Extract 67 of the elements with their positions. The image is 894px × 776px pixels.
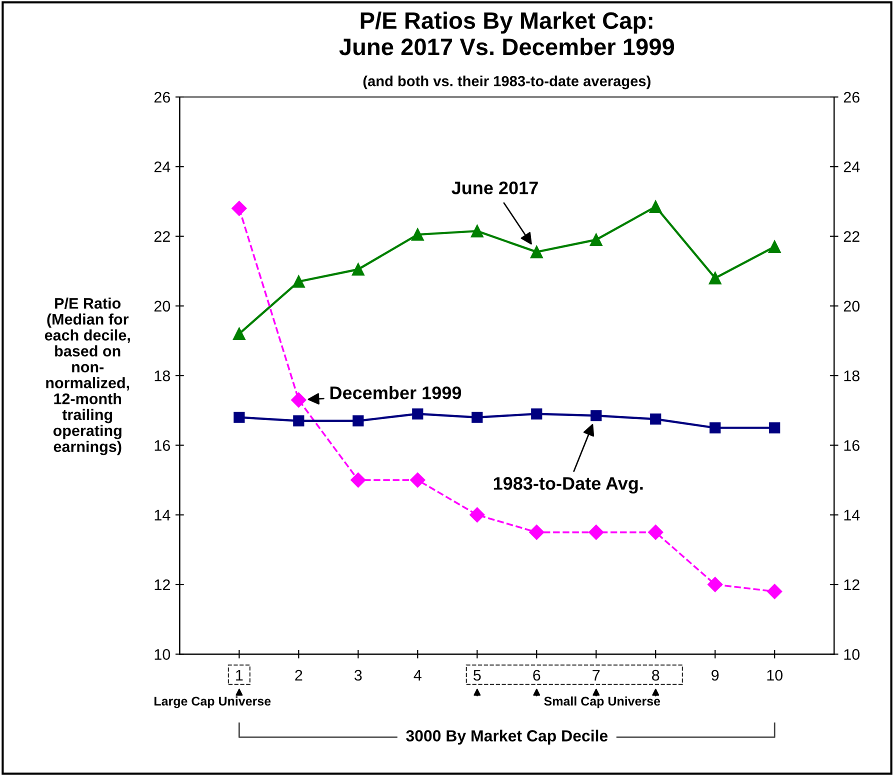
point xyxy=(293,415,304,426)
point xyxy=(588,524,604,540)
point xyxy=(710,422,721,434)
y-tick-label: 24 xyxy=(154,162,170,172)
chart-title: P/E Ratios By Market Cap: June 2017 Vs. December 1999 xyxy=(339,12,674,56)
point xyxy=(649,200,662,213)
text: 3000 By Market Cap Decile xyxy=(406,730,608,745)
x-tick-label: 8 xyxy=(652,670,660,681)
point xyxy=(472,412,483,423)
y-tick-label: 12 xyxy=(154,579,170,590)
point xyxy=(590,234,602,246)
point xyxy=(530,246,543,258)
x-tick-label: 2 xyxy=(295,670,302,681)
y-tick-label: 16 xyxy=(154,440,170,451)
point xyxy=(410,472,426,488)
y2-tick-label: 14 xyxy=(844,510,860,520)
point xyxy=(529,524,544,540)
point xyxy=(708,576,723,592)
text: June 2017 xyxy=(452,182,538,194)
y2-tick-label: 22 xyxy=(844,231,860,242)
y2-tick-label: 26 xyxy=(844,92,860,103)
point xyxy=(708,272,722,284)
chart-subtitle: (and both vs. their 1983-to-date averages) xyxy=(363,76,650,90)
y-tick-label: 26 xyxy=(154,92,170,103)
point xyxy=(411,228,424,241)
point xyxy=(590,410,602,422)
x-tick-label: 9 xyxy=(712,670,719,681)
x-tick-label: 3 xyxy=(354,670,362,681)
y-tick-label: 18 xyxy=(154,370,170,382)
point xyxy=(352,415,364,426)
y2-tick-label: 12 xyxy=(844,579,860,590)
series-label: December 1999 xyxy=(330,386,462,400)
point xyxy=(470,507,485,522)
y2-tick-label: 18 xyxy=(844,370,860,382)
text: Large Cap Universe xyxy=(154,696,271,708)
point xyxy=(648,524,664,540)
y-tick-label: 14 xyxy=(154,510,170,520)
point xyxy=(531,408,542,420)
text: Small Cap Universe xyxy=(544,696,660,708)
y2-tick-label: 16 xyxy=(844,440,860,451)
x-tick-label: 1 xyxy=(236,670,243,681)
y-tick-label: 20 xyxy=(154,300,170,312)
point xyxy=(768,240,781,253)
y-tick-label: 10 xyxy=(154,649,170,660)
y2-tick-label: 20 xyxy=(844,300,860,312)
point xyxy=(292,275,305,288)
point xyxy=(234,412,245,423)
point xyxy=(767,584,782,600)
y2-tick-label: 24 xyxy=(844,162,860,172)
point xyxy=(232,200,247,216)
point xyxy=(350,472,366,488)
x-tick-label: 6 xyxy=(533,670,540,681)
point xyxy=(412,408,424,420)
point xyxy=(291,392,306,408)
point xyxy=(650,414,662,425)
x-tick-label: 4 xyxy=(414,670,422,681)
point xyxy=(769,422,780,434)
y-tick-label: 22 xyxy=(154,231,170,242)
x-tick-label: 7 xyxy=(592,670,600,681)
x-tick-label: 5 xyxy=(474,670,481,681)
y2-tick-label: 10 xyxy=(844,649,860,660)
text: 1983-to-Date Avg. xyxy=(494,477,643,494)
text: P/E Ratio (Median for each decile, based on non- normalized, 12-month trailing operating earnings) xyxy=(44,298,130,456)
x-tick-label: 10 xyxy=(767,670,783,681)
point xyxy=(352,263,364,276)
point xyxy=(232,328,246,340)
point xyxy=(470,224,484,238)
